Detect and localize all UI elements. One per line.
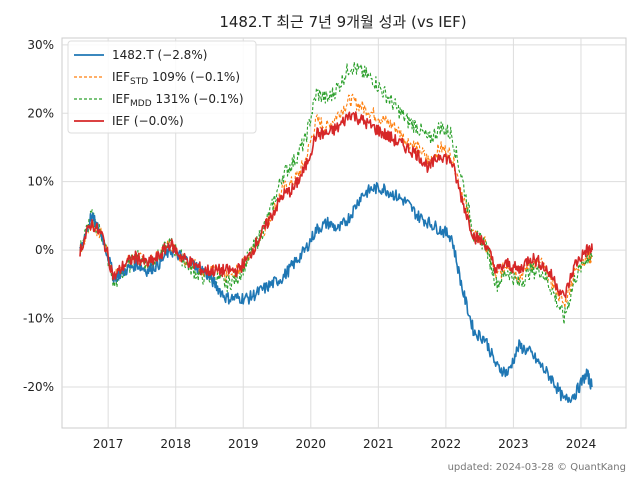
legend-label-1: IEFSTD 109% (−0.1%) [112, 70, 240, 87]
footer-credit: updated: 2024-03-28 © QuantKang [448, 462, 626, 473]
x-tick-label: 2019 [228, 437, 259, 451]
legend-suffix: 131% (−0.1%) [152, 92, 244, 106]
x-tick-label: 2018 [160, 437, 191, 451]
series-lines [79, 61, 593, 404]
series-line-0 [79, 182, 593, 404]
legend-box [67, 40, 257, 134]
y-tick-label: 0% [35, 243, 54, 257]
y-tick-label: -10% [23, 312, 54, 326]
y-tick-label: 10% [27, 175, 54, 189]
x-tick-label: 2022 [431, 437, 462, 451]
chart-title: 1482.T 최근 7년 9개월 성과 (vs IEF) [219, 13, 466, 31]
legend-suffix: 109% (−0.1%) [148, 70, 240, 84]
legend-subscript: MDD [130, 99, 152, 109]
x-tick-label: 2020 [296, 437, 327, 451]
y-tick-label: -20% [23, 380, 54, 394]
x-tick-label: 2023 [498, 437, 529, 451]
y-tick-label: 20% [27, 106, 54, 120]
legend-name: IEF [112, 92, 130, 106]
legend-label-3: IEF (−0.0%) [112, 114, 184, 128]
legend-name: IEF (−0.0%) [112, 114, 184, 128]
plot-frame [61, 37, 627, 429]
x-tick-label: 2024 [566, 437, 597, 451]
legend-label-0: 1482.T (−2.8%) [112, 48, 207, 62]
legend-subscript: STD [130, 77, 148, 87]
series-line-3 [79, 111, 593, 299]
legend: 1482.T (−2.8%) IEFSTD 109% (−0.1%) IEFMDD … [67, 40, 257, 134]
legend-items: 1482.T (−2.8%) IEFSTD 109% (−0.1%) IEFMDD … [74, 48, 244, 128]
x-tick-label: 2017 [93, 437, 124, 451]
legend-label-2: IEFMDD 131% (−0.1%) [112, 92, 244, 109]
legend-name: IEF [112, 70, 130, 84]
y-tick-label: 30% [27, 38, 54, 52]
axis-labels: -20% -10% 0% 10% 20% 30% 2017 2018 2019 2020 2021 2… [23, 38, 596, 451]
legend-name: 1482.T (−2.8%) [112, 48, 207, 62]
x-tick-label: 2021 [363, 437, 394, 451]
